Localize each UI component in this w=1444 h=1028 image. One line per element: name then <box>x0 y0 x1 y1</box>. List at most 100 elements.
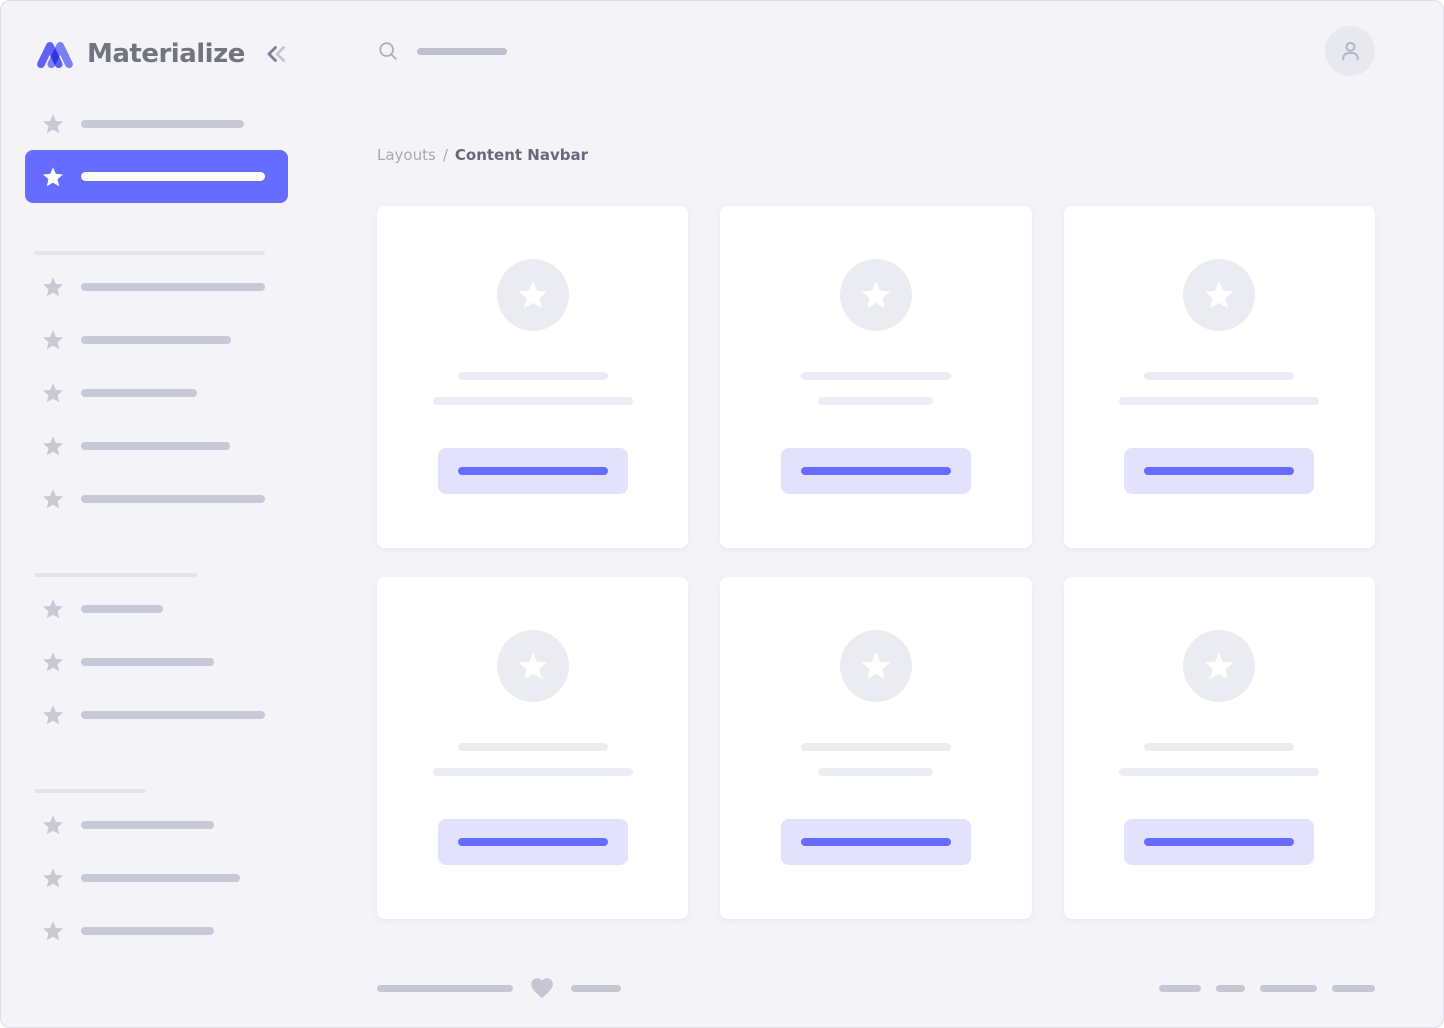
sidebar-item[interactable] <box>25 419 288 472</box>
star-icon <box>41 434 65 458</box>
card-skeleton-line-1 <box>1144 372 1295 380</box>
sidebar-section-divider <box>34 789 146 793</box>
skeleton-text-bar <box>81 172 265 181</box>
sidebar-item[interactable] <box>25 97 288 150</box>
heart-icon <box>529 975 555 1001</box>
skeleton-text-bar <box>81 494 265 503</box>
button-label-skeleton <box>800 838 951 846</box>
card-action-button[interactable] <box>1124 448 1315 494</box>
star-icon <box>41 813 65 837</box>
button-label-skeleton <box>457 467 608 475</box>
sidebar-item[interactable] <box>25 366 288 419</box>
footer-skeleton-bar <box>571 984 621 992</box>
star-icon <box>41 597 65 621</box>
skeleton-text-bar <box>81 282 265 291</box>
footer-link-skeleton-bar <box>1216 984 1245 992</box>
sidebar-item[interactable] <box>25 582 288 635</box>
sidebar-section-divider <box>34 573 197 577</box>
skeleton-text-bar <box>81 119 244 128</box>
card-avatar-circle <box>839 630 912 702</box>
search-placeholder-skeleton <box>417 47 507 55</box>
card-skeleton-line-2 <box>432 397 633 405</box>
star-icon <box>41 165 65 189</box>
skeleton-text-bar <box>81 604 163 613</box>
card <box>1063 577 1375 919</box>
card-avatar-circle <box>496 630 569 702</box>
card-action-button[interactable] <box>780 448 971 494</box>
breadcrumb-current: Content Navbar <box>454 146 588 164</box>
card-action-button[interactable] <box>780 819 971 865</box>
breadcrumb-link-layouts[interactable]: Layouts <box>377 146 436 164</box>
search-icon <box>377 40 399 62</box>
sidebar-item[interactable] <box>25 635 288 688</box>
card-avatar-circle <box>1183 259 1256 331</box>
card-avatar-circle <box>1183 630 1256 702</box>
card-action-button[interactable] <box>1124 819 1315 865</box>
star-icon <box>41 112 65 136</box>
star-icon <box>41 328 65 352</box>
star-icon <box>41 703 65 727</box>
star-icon <box>41 919 65 943</box>
star-icon <box>516 278 550 312</box>
skeleton-text-bar <box>81 335 231 344</box>
sidebar-item-active[interactable] <box>25 150 288 203</box>
breadcrumb: Layouts / Content Navbar <box>377 147 1375 164</box>
card <box>720 206 1032 548</box>
sidebar-item[interactable] <box>25 260 288 313</box>
footer-skeleton-bar <box>377 984 513 992</box>
card <box>1063 206 1375 548</box>
sidebar-section-divider <box>34 251 265 255</box>
sidebar-menu <box>1 67 313 957</box>
card-skeleton-line-2 <box>818 768 934 776</box>
page-footer <box>377 975 1375 1001</box>
card-skeleton-line-1 <box>457 743 608 751</box>
main-content: Layouts / Content Navbar <box>313 1 1443 1027</box>
sidebar-item[interactable] <box>25 313 288 366</box>
footer-link-skeleton-bar <box>1332 984 1375 992</box>
button-label-skeleton <box>1144 838 1295 846</box>
footer-right-group <box>1159 984 1375 992</box>
star-icon <box>41 487 65 511</box>
cards-grid <box>377 206 1375 919</box>
skeleton-text-bar <box>81 820 214 829</box>
user-avatar-button[interactable] <box>1325 26 1375 76</box>
sidebar: Materialize <box>1 1 313 1027</box>
app-title: Materialize <box>87 39 245 69</box>
card-skeleton-line-2 <box>1119 768 1320 776</box>
breadcrumb-separator: / <box>442 146 448 164</box>
star-icon <box>41 650 65 674</box>
card-skeleton-line-2 <box>1119 397 1320 405</box>
sidebar-item[interactable] <box>25 472 288 525</box>
sidebar-item[interactable] <box>25 688 288 741</box>
collapse-sidebar-button[interactable] <box>263 41 289 67</box>
skeleton-text-bar <box>81 926 214 935</box>
star-icon <box>859 278 893 312</box>
star-icon <box>516 649 550 683</box>
sidebar-item[interactable] <box>25 904 288 957</box>
footer-link-skeleton-bar <box>1159 984 1201 992</box>
chevrons-left-icon <box>263 41 289 67</box>
materialize-logo-icon <box>34 40 76 68</box>
star-icon <box>41 275 65 299</box>
card-skeleton-line-1 <box>800 743 951 751</box>
card-action-button[interactable] <box>437 819 628 865</box>
skeleton-text-bar <box>81 710 265 719</box>
sidebar-item[interactable] <box>25 851 288 904</box>
footer-link-skeleton-bar <box>1260 984 1317 992</box>
user-icon <box>1338 39 1363 64</box>
topbar <box>377 1 1375 101</box>
search-bar[interactable] <box>377 40 507 62</box>
skeleton-text-bar <box>81 657 214 666</box>
sidebar-item[interactable] <box>25 798 288 851</box>
star-icon <box>41 381 65 405</box>
card-skeleton-line-2 <box>432 768 633 776</box>
sidebar-header: Materialize <box>1 1 313 69</box>
card-avatar-circle <box>839 259 912 331</box>
card-skeleton-line-2 <box>818 397 934 405</box>
card-action-button[interactable] <box>437 448 628 494</box>
card <box>377 577 689 919</box>
star-icon <box>41 866 65 890</box>
card-avatar-circle <box>496 259 569 331</box>
button-label-skeleton <box>457 838 608 846</box>
